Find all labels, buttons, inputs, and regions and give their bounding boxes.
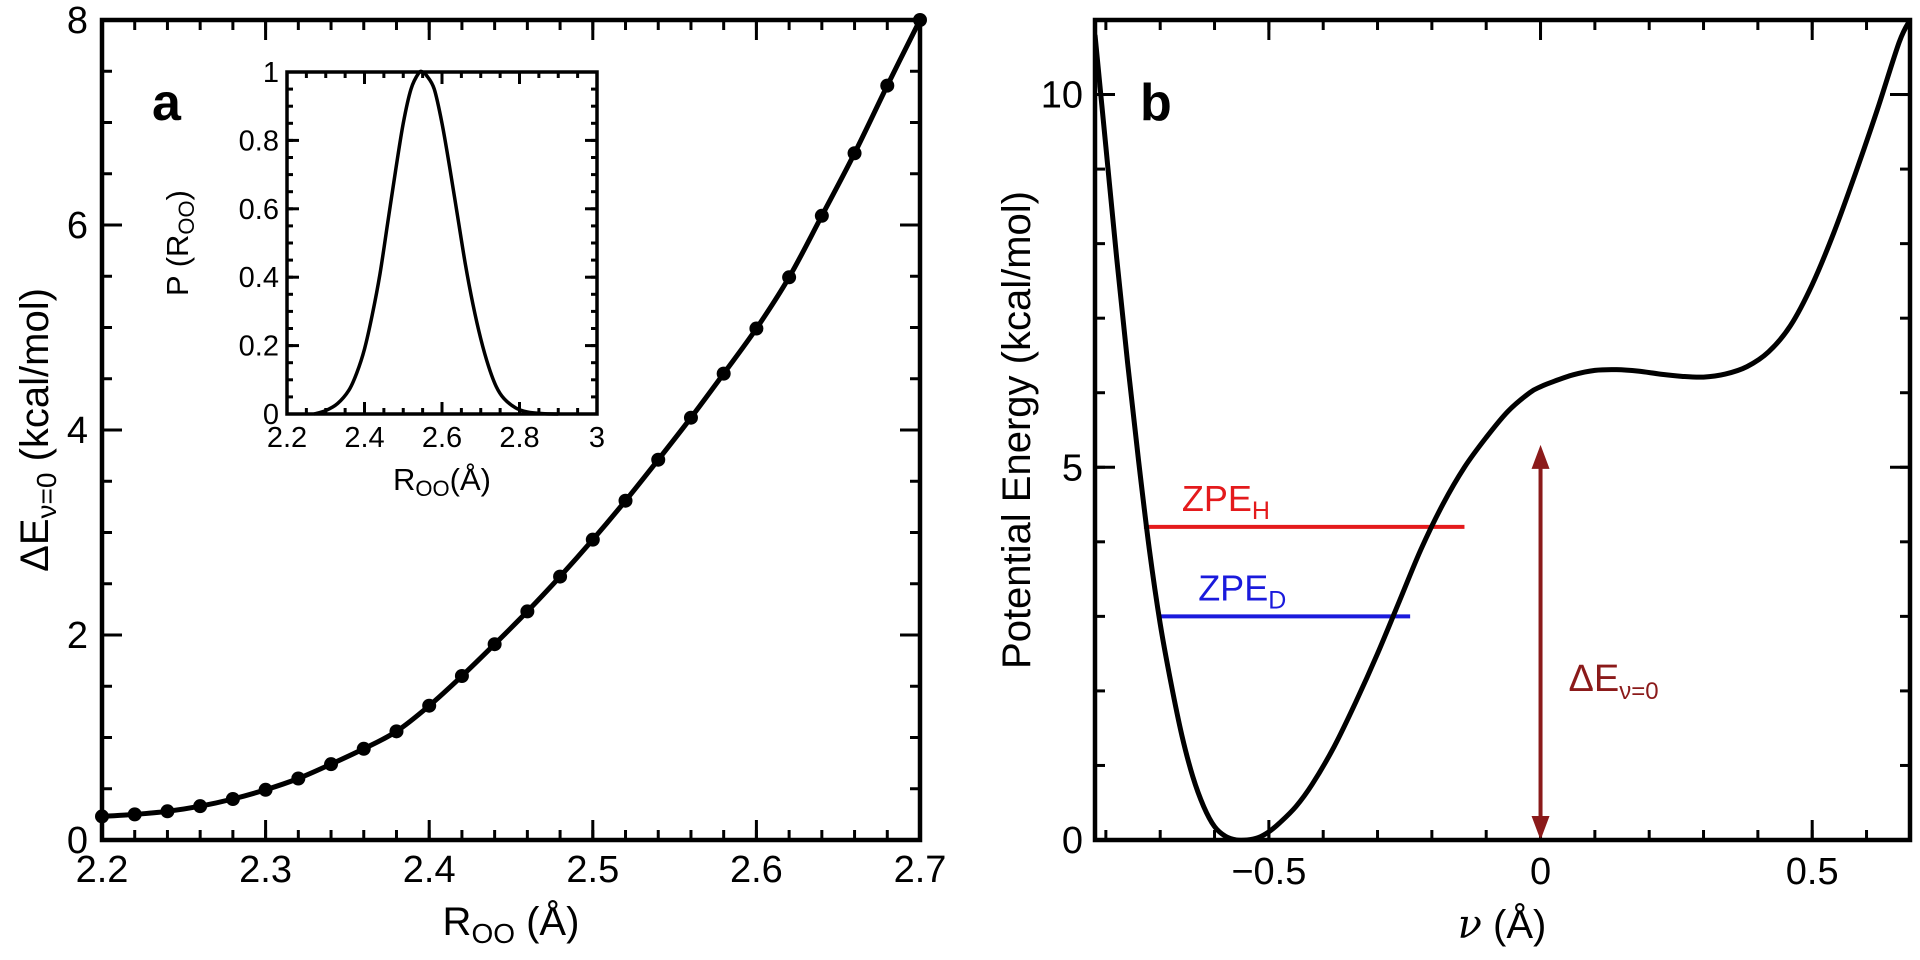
inset-y-tick-label: 0.2 <box>239 331 279 363</box>
inset-x-tick-label: 2.6 <box>422 422 462 454</box>
panel-b-x-tick-label: 0.5 <box>1786 851 1839 893</box>
panel-a-y-tick-label: 4 <box>67 410 88 452</box>
panel-b: −0.5 0 0.5 0 5 10 ZPEH ZPED ΔEν=0 b ν (Å) Pot… <box>995 17 1913 948</box>
inset-x-tick-label: 2.2 <box>267 422 307 454</box>
inset-y-tick-label: 0.8 <box>239 125 279 157</box>
panel-a-data-point <box>716 366 731 381</box>
panel-a-data-point <box>814 208 829 223</box>
panel-b-zpe-label-H: ZPEH <box>1182 478 1270 525</box>
inset-y-tick-label: 1 <box>263 57 279 89</box>
panel-a-data-point <box>487 637 502 652</box>
panel-a-y-tick-label: 2 <box>67 615 88 657</box>
panel-a-data-point <box>324 757 339 772</box>
panel-a-data-point <box>291 771 306 786</box>
panel-a-data-point <box>422 698 437 713</box>
panel-a-data-point <box>193 799 208 814</box>
panel-a-y-tick-label: 6 <box>67 205 88 247</box>
panel-a-x-tick-label: 2.5 <box>566 849 619 891</box>
panel-a-x-tick-label: 2.3 <box>239 849 292 891</box>
panel-b-arrow-head-bottom <box>1531 816 1550 840</box>
panel-a-x-tick-label: 2.4 <box>403 849 456 891</box>
panel-a-frame <box>99 17 923 843</box>
panel-a-markers <box>95 13 927 824</box>
panel-b-y-axis-label: Potential Energy (kcal/mol) <box>995 191 1039 669</box>
inset-curve <box>313 69 559 416</box>
inset-y-tick-label: 0.4 <box>239 262 279 294</box>
panel-a-data-point <box>258 782 273 797</box>
panel-a-x-axis-label: ROO (Å) <box>443 899 580 949</box>
panel-b-delta-e-arrow: ΔEν=0 <box>1531 444 1659 840</box>
inset-y-axis-label: P (ROO) <box>160 190 199 296</box>
panel-a-data-point <box>618 493 633 508</box>
panel-a-data-point <box>553 569 568 584</box>
panel-b-y-tick-label: 5 <box>1062 447 1083 489</box>
panel-a-y-ticks: 0 2 4 6 8 <box>67 0 920 862</box>
panel-a-data-point <box>520 604 535 619</box>
panel-a-x-tick-label: 2.2 <box>76 849 129 891</box>
panel-a-data-point <box>782 270 797 285</box>
panel-b-zpe-levels: ZPEH ZPED <box>1143 478 1465 619</box>
panel-b-y-ticks: 0 5 10 <box>1041 18 1910 862</box>
panel-a-data-point <box>225 792 240 806</box>
panel-b-y-tick-label: 10 <box>1041 75 1083 117</box>
panel-a-data-point <box>749 321 764 336</box>
panel-a-data-point <box>127 807 142 822</box>
inset-x-axis-label: ROO(Å) <box>393 462 491 501</box>
panel-a-data-point <box>160 804 175 819</box>
panel-a-x-ticks: 2.2 2.3 2.4 2.5 2.6 2.7 <box>76 20 947 891</box>
panel-b-curve <box>1095 20 1910 840</box>
panel-a-data-point <box>651 452 666 467</box>
panel-b-arrow-head-top <box>1531 444 1550 469</box>
panel-a-y-tick-label: 8 <box>67 0 88 42</box>
panel-a-data-point <box>585 532 600 547</box>
panel-b-y-tick-label: 0 <box>1062 820 1083 862</box>
panel-b-letter: b <box>1140 74 1172 132</box>
panel-a: 2.2 2.3 2.4 2.5 2.6 2.7 0 2 4 6 8 a ROO (Å) ΔEν=0… <box>13 0 946 949</box>
panel-a-inset: 2.2 2.4 2.6 2.8 3 0 0.2 0.4 0.6 0.8 1 ROO(Å) P (R… <box>160 57 605 501</box>
panel-a-data-point <box>683 410 698 425</box>
panel-a-data-point <box>880 78 895 93</box>
inset-x-tick-label: 2.8 <box>499 422 539 454</box>
inset-y-ticks: 0 0.2 0.4 0.6 0.8 1 <box>239 57 597 431</box>
panel-b-arrow-label: ΔEν=0 <box>1569 658 1659 705</box>
panel-a-data-point <box>847 146 862 161</box>
panel-b-frame <box>1092 17 1913 843</box>
inset-frame <box>285 70 599 416</box>
panel-a-curve <box>101 18 923 819</box>
panel-a-y-tick-label: 0 <box>67 820 88 862</box>
inset-y-tick-label: 0.6 <box>239 194 279 226</box>
panel-a-y-axis-label: ΔEν=0 (kcal/mol) <box>13 288 62 572</box>
panel-a-letter: a <box>152 74 182 132</box>
panel-b-x-ticks: −0.5 0 0.5 <box>1104 20 1869 893</box>
inset-y-tick-label: 0 <box>263 399 279 431</box>
inset-x-ticks: 2.2 2.4 2.6 2.8 3 <box>267 72 605 454</box>
panel-a-x-tick-label: 2.7 <box>894 849 947 891</box>
inset-x-tick-label: 3 <box>589 422 605 454</box>
panel-b-zpe-label-D: ZPED <box>1198 567 1286 614</box>
panel-b-x-tick-label: 0 <box>1530 851 1551 893</box>
panel-b-x-tick-label: −0.5 <box>1231 851 1306 893</box>
inset-x-tick-label: 2.4 <box>344 422 384 454</box>
panel-b-x-axis-label: ν (Å) <box>1458 902 1547 948</box>
panel-a-data-point <box>389 724 404 739</box>
panel-a-data-point <box>454 669 469 683</box>
panel-a-data-point <box>356 741 371 756</box>
panel-a-x-tick-label: 2.6 <box>730 849 783 891</box>
